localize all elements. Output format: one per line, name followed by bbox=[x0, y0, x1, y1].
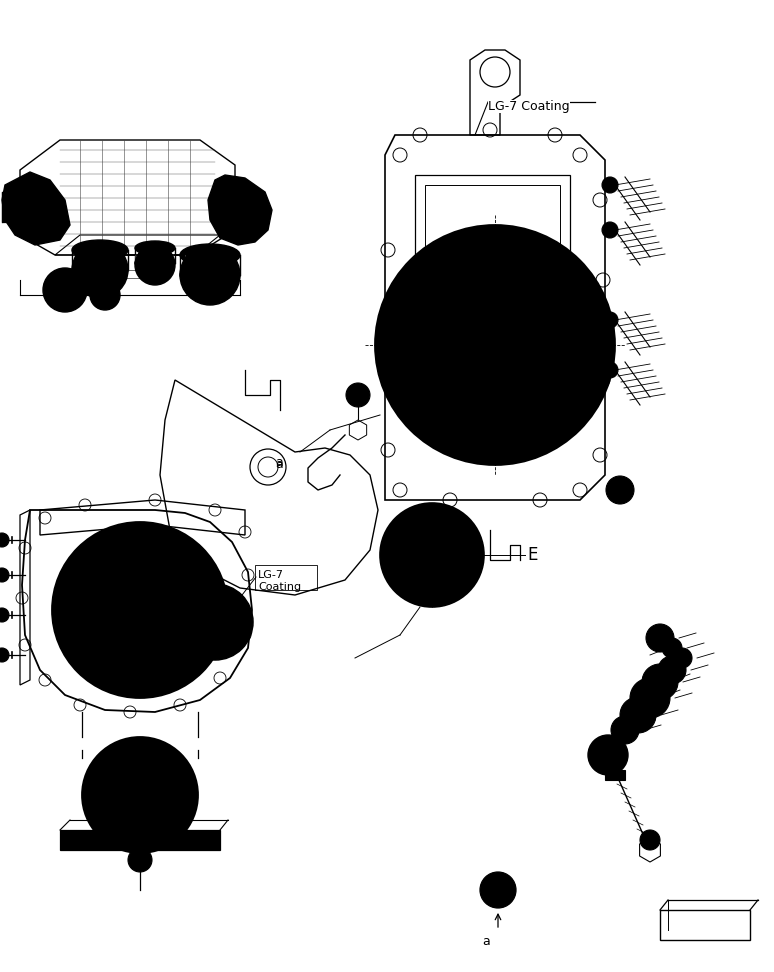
Polygon shape bbox=[660, 910, 750, 940]
Ellipse shape bbox=[72, 240, 128, 260]
Bar bbox=[605, 770, 625, 780]
Circle shape bbox=[0, 648, 9, 662]
Circle shape bbox=[375, 225, 615, 465]
Circle shape bbox=[72, 242, 128, 298]
Polygon shape bbox=[208, 175, 272, 245]
Circle shape bbox=[606, 476, 634, 504]
Circle shape bbox=[380, 503, 484, 607]
Circle shape bbox=[672, 648, 692, 668]
Text: a: a bbox=[275, 459, 283, 471]
Bar bbox=[2, 192, 22, 222]
Polygon shape bbox=[639, 838, 660, 862]
Circle shape bbox=[640, 830, 660, 850]
Bar bbox=[255, 565, 317, 590]
Text: E: E bbox=[527, 546, 537, 564]
Circle shape bbox=[90, 280, 120, 310]
Bar bbox=[425, 185, 560, 280]
Ellipse shape bbox=[135, 241, 175, 255]
Circle shape bbox=[0, 568, 9, 582]
Circle shape bbox=[180, 245, 240, 305]
Circle shape bbox=[480, 872, 516, 908]
Circle shape bbox=[602, 177, 618, 193]
Circle shape bbox=[177, 584, 253, 660]
Circle shape bbox=[646, 624, 674, 652]
Polygon shape bbox=[349, 420, 367, 440]
Circle shape bbox=[602, 222, 618, 238]
Circle shape bbox=[128, 848, 152, 872]
Circle shape bbox=[346, 383, 370, 407]
Text: a: a bbox=[275, 456, 283, 469]
Circle shape bbox=[588, 735, 628, 775]
Circle shape bbox=[43, 268, 87, 312]
Circle shape bbox=[0, 533, 9, 547]
Circle shape bbox=[135, 245, 175, 285]
Text: Coating: Coating bbox=[258, 582, 301, 592]
Circle shape bbox=[642, 664, 678, 700]
Circle shape bbox=[0, 608, 9, 622]
Circle shape bbox=[602, 312, 618, 328]
Circle shape bbox=[611, 716, 639, 744]
Ellipse shape bbox=[180, 244, 240, 266]
Circle shape bbox=[658, 656, 686, 684]
Bar bbox=[415, 175, 570, 290]
Circle shape bbox=[630, 678, 670, 718]
Text: a: a bbox=[482, 935, 490, 948]
Circle shape bbox=[620, 697, 656, 733]
Text: LG-7: LG-7 bbox=[258, 570, 284, 580]
Circle shape bbox=[82, 737, 198, 853]
Circle shape bbox=[662, 638, 682, 658]
Circle shape bbox=[52, 522, 228, 698]
Bar bbox=[60, 830, 220, 850]
Polygon shape bbox=[2, 172, 70, 245]
Circle shape bbox=[602, 362, 618, 378]
Text: LG-7 Coating: LG-7 Coating bbox=[488, 100, 570, 113]
